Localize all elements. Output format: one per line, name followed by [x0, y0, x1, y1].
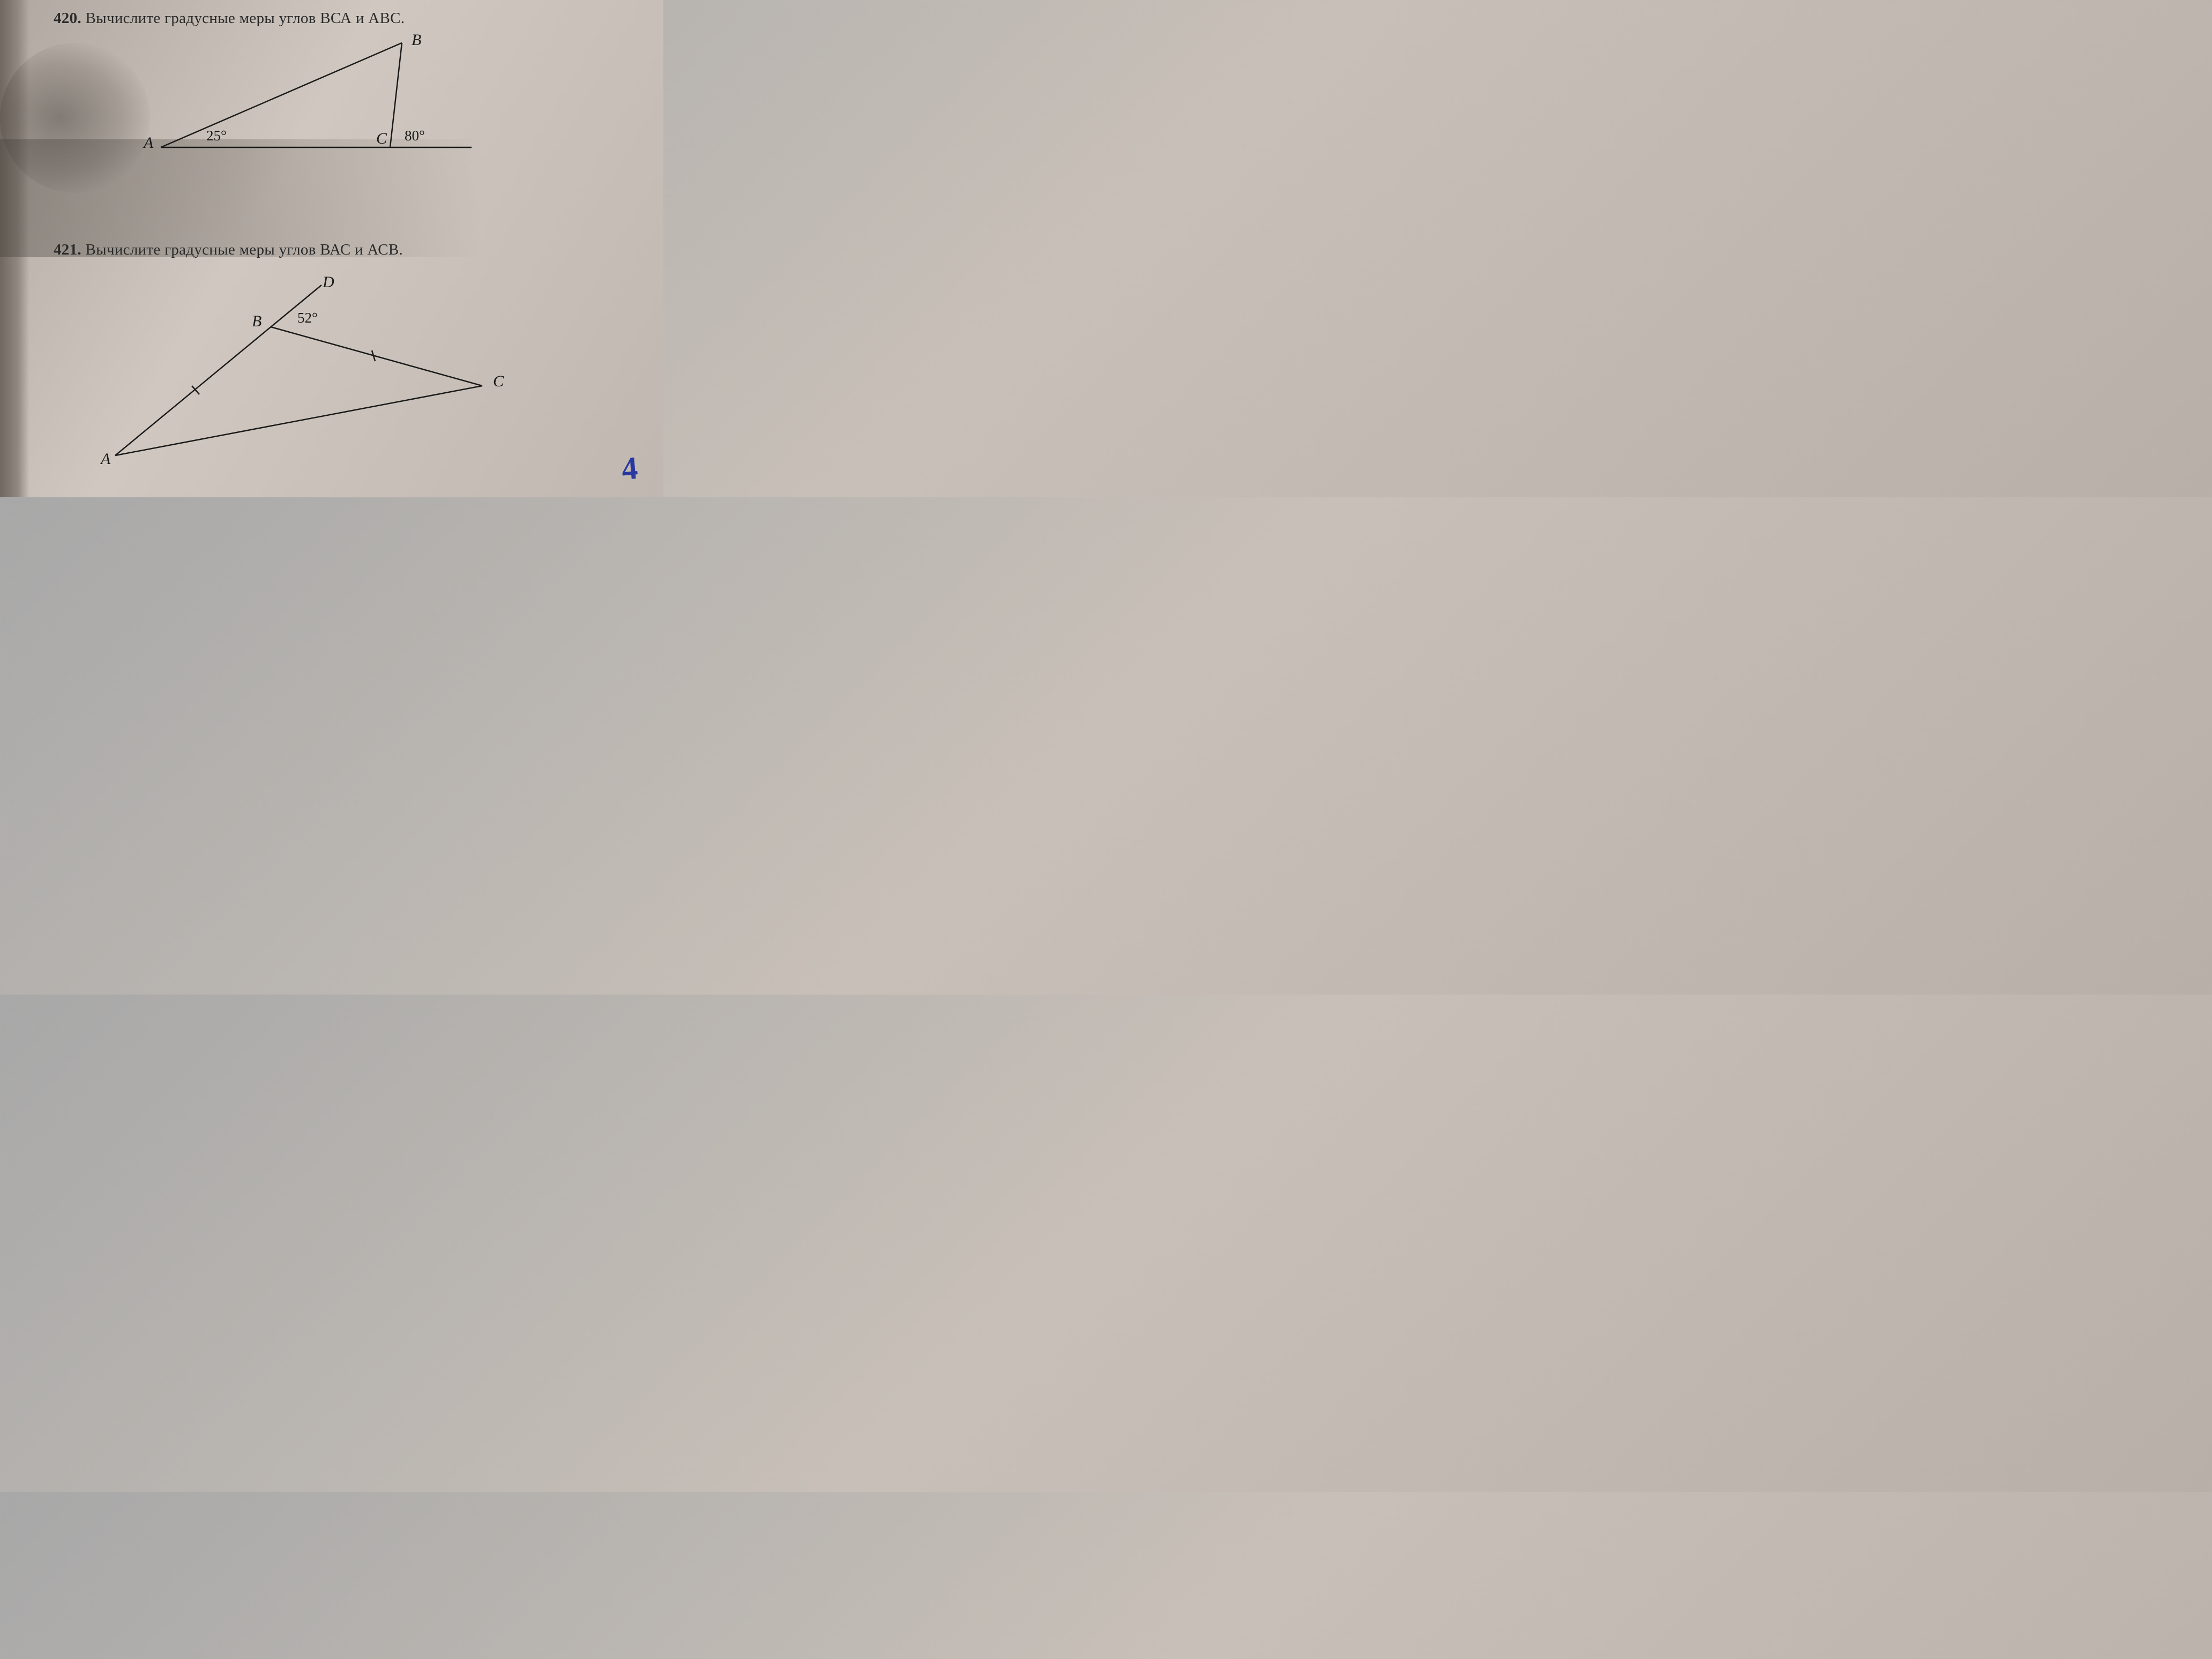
line-BC-421: [271, 327, 482, 386]
problem-420: 420. Вычислите градусные меры углов ВСА …: [54, 10, 717, 27]
figure-421: A B C D 52°: [107, 273, 514, 477]
line-BC: [390, 43, 402, 147]
figure-420-svg: [150, 32, 493, 166]
figure-421-svg: [107, 273, 514, 477]
problem-420-number: 420.: [54, 10, 81, 27]
angle-A-value: 25°: [206, 128, 227, 144]
vertex-A-label: A: [144, 134, 153, 152]
angle-exterior-C-value: 80°: [405, 128, 425, 144]
vertex-B-label: B: [412, 31, 421, 49]
vertex-A-label-421: A: [101, 450, 110, 468]
vertex-C-label-421: C: [493, 372, 504, 391]
line-AB: [161, 43, 402, 147]
problem-421-number: 421.: [54, 241, 81, 258]
figure-420: A B C 25° 80°: [150, 32, 493, 166]
problem-421: 421. Вычислите градусные меры углов ВАС …: [54, 241, 717, 259]
problem-421-text: 421. Вычислите градусные меры углов ВАС …: [54, 241, 717, 259]
textbook-page: 420. Вычислите градусные меры углов ВСА …: [0, 0, 663, 497]
problem-421-statement: Вычислите градусные меры углов ВАС и АСВ…: [86, 241, 403, 258]
problem-420-statement: Вычислите градусные меры углов ВСА и АВС…: [86, 10, 405, 27]
line-AC-421: [115, 386, 482, 455]
vertex-C-label: C: [376, 130, 387, 148]
handwritten-4: 4: [620, 450, 639, 488]
problem-420-text: 420. Вычислите градусные меры углов ВСА …: [54, 10, 717, 27]
vertex-B-label-421: B: [252, 312, 261, 331]
line-AD: [115, 285, 322, 455]
angle-DBC-value: 52°: [297, 310, 318, 326]
vertex-D-label: D: [323, 273, 334, 292]
